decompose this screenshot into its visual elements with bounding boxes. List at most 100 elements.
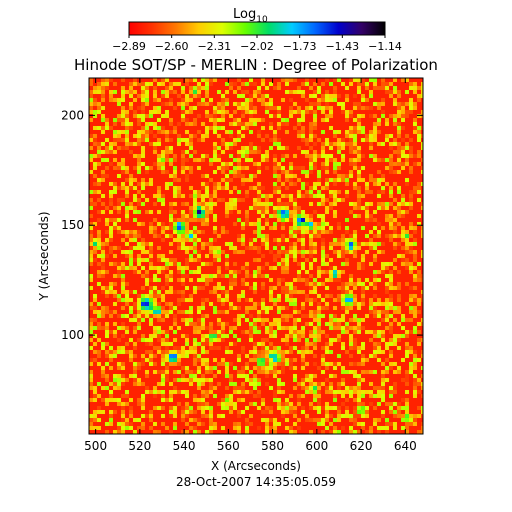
heatmap-cell [141, 82, 145, 86]
heatmap-cell [377, 334, 381, 338]
heatmap-cell [89, 110, 93, 114]
heatmap-cell [233, 82, 237, 86]
heatmap-cell [129, 182, 133, 186]
heatmap-cell [101, 274, 105, 278]
heatmap-cell [89, 386, 93, 390]
heatmap-cell [305, 278, 309, 282]
heatmap-cell [413, 106, 417, 110]
heatmap-cell [213, 330, 217, 334]
heatmap-cell [417, 270, 421, 274]
heatmap-cell [193, 410, 197, 414]
heatmap-cell [141, 90, 145, 94]
heatmap-cell [173, 222, 177, 226]
heatmap-cell [197, 378, 201, 382]
heatmap-cell [253, 330, 257, 334]
heatmap-cell [245, 310, 249, 314]
heatmap-cell [261, 154, 265, 158]
heatmap-cell [233, 222, 237, 226]
heatmap-cell [385, 118, 389, 122]
heatmap-cell [313, 418, 317, 422]
heatmap-cell [217, 282, 221, 286]
heatmap-cell [217, 182, 221, 186]
heatmap-cell [177, 190, 181, 194]
heatmap-cell [337, 406, 341, 410]
heatmap-cell [397, 402, 401, 406]
heatmap-cell [141, 302, 145, 306]
heatmap-cell [169, 130, 173, 134]
heatmap-cell [177, 378, 181, 382]
heatmap-cell [161, 90, 165, 94]
heatmap-cell [341, 270, 345, 274]
heatmap-cell [201, 174, 205, 178]
heatmap-cell [381, 190, 385, 194]
heatmap-cell [149, 354, 153, 358]
heatmap-cell [241, 350, 245, 354]
heatmap-cell [329, 266, 333, 270]
heatmap-cell [369, 130, 373, 134]
heatmap-cell [197, 366, 201, 370]
heatmap-cell [233, 186, 237, 190]
heatmap-cell [229, 82, 233, 86]
heatmap-cell [261, 342, 265, 346]
heatmap-cell [405, 370, 409, 374]
heatmap-cell [325, 118, 329, 122]
heatmap-cell [97, 338, 101, 342]
heatmap-cell [145, 198, 149, 202]
heatmap-cell [333, 142, 337, 146]
heatmap-cell [137, 398, 141, 402]
heatmap-cell [281, 238, 285, 242]
heatmap-cell [149, 286, 153, 290]
heatmap-cell [89, 274, 93, 278]
heatmap-cell [141, 98, 145, 102]
heatmap-cell [289, 358, 293, 362]
heatmap-cell [349, 362, 353, 366]
heatmap-cell [261, 286, 265, 290]
heatmap-cell [321, 358, 325, 362]
heatmap-cell [89, 422, 93, 426]
heatmap-cell [337, 410, 341, 414]
heatmap-cell [277, 202, 281, 206]
heatmap-cell [265, 418, 269, 422]
heatmap-cell [397, 186, 401, 190]
heatmap-cell [173, 190, 177, 194]
heatmap-cell [133, 314, 137, 318]
heatmap-cell [405, 390, 409, 394]
heatmap-cell [297, 230, 301, 234]
heatmap-cell [261, 306, 265, 310]
heatmap-cell [353, 250, 357, 254]
heatmap-cell [325, 346, 329, 350]
heatmap-cell [117, 262, 121, 266]
heatmap-cell [145, 130, 149, 134]
heatmap-cell [221, 230, 225, 234]
heatmap-cell [97, 418, 101, 422]
heatmap-cell [229, 342, 233, 346]
heatmap-cell [181, 202, 185, 206]
heatmap-cell [185, 178, 189, 182]
heatmap-cell [337, 78, 341, 82]
heatmap-cell [161, 342, 165, 346]
heatmap-cell [289, 330, 293, 334]
heatmap-cell [173, 350, 177, 354]
heatmap-cell [117, 430, 121, 434]
heatmap-cell [421, 426, 423, 430]
heatmap-cell [349, 250, 353, 254]
heatmap-cell [169, 162, 173, 166]
heatmap-cell [129, 90, 133, 94]
heatmap-cell [261, 402, 265, 406]
heatmap-cell [345, 118, 349, 122]
heatmap-cell [389, 406, 393, 410]
heatmap-cell [129, 310, 133, 314]
heatmap-cell [277, 306, 281, 310]
heatmap-cell [269, 146, 273, 150]
heatmap-cell [257, 94, 261, 98]
heatmap-cell [217, 250, 221, 254]
heatmap-cell [237, 118, 241, 122]
heatmap-cell [329, 146, 333, 150]
heatmap-cell [117, 298, 121, 302]
heatmap-cell [293, 126, 297, 130]
heatmap-cell [265, 374, 269, 378]
heatmap-cell [397, 162, 401, 166]
heatmap-cell [417, 330, 421, 334]
heatmap-cell [209, 382, 213, 386]
